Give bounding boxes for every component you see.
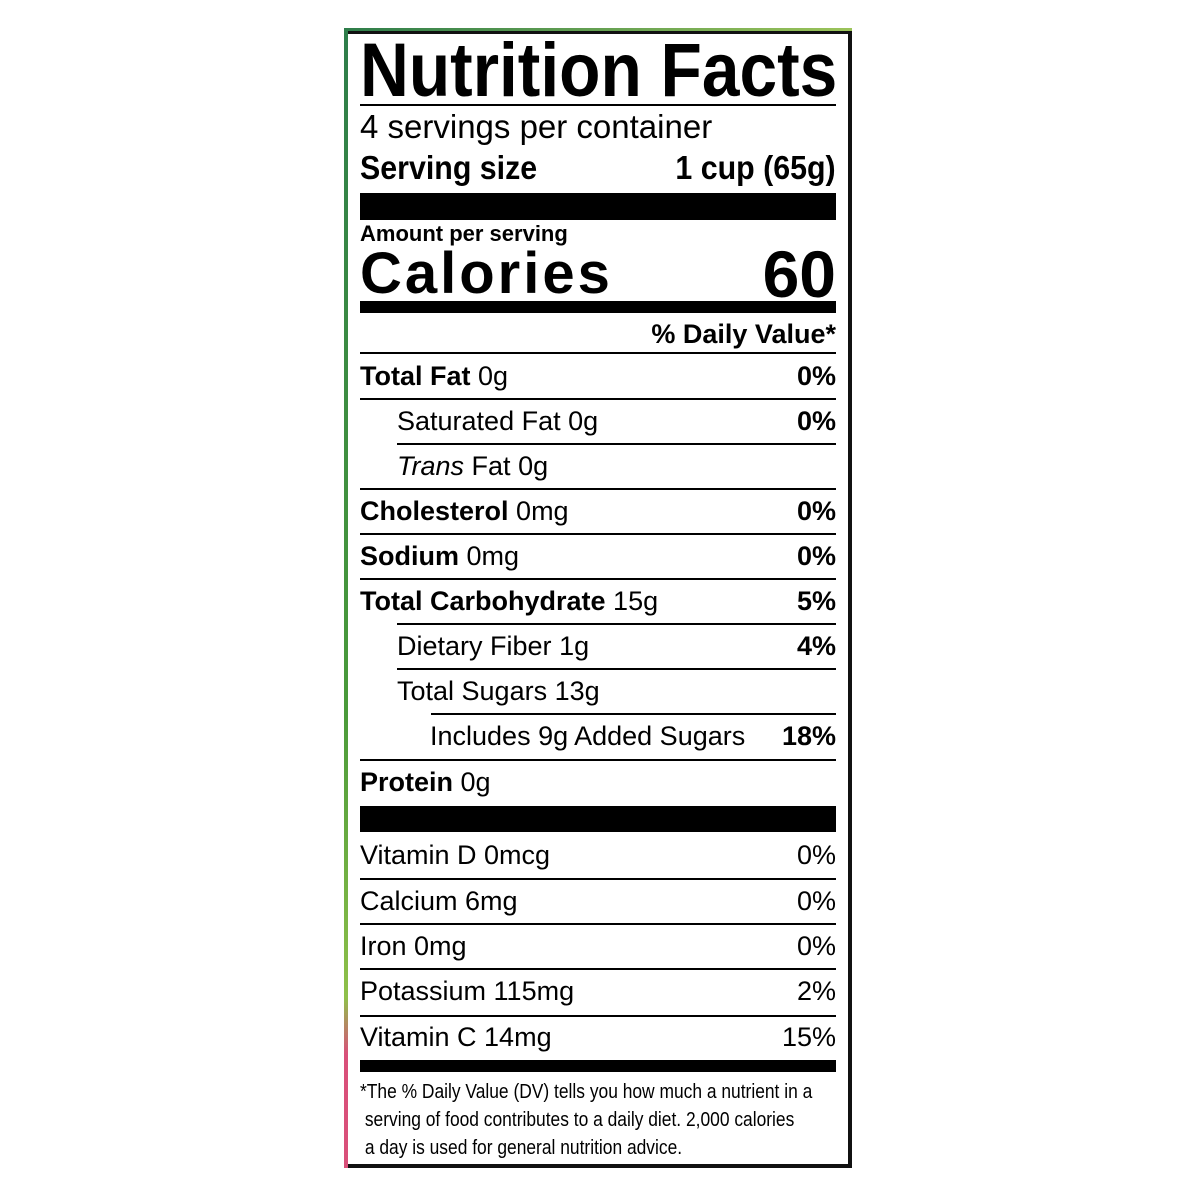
vitamin-row: Iron 0mg 0% [360,924,836,969]
thick-bar [360,193,836,220]
medium-bar [360,1060,836,1072]
divider [360,759,836,761]
divider [397,443,836,445]
nutrient-row: Total Carbohydrate 15g 5% [360,579,836,624]
nutrient-dv: 0% [796,361,836,391]
footnote: *The % Daily Value (DV) tells you how mu… [360,1078,843,1162]
nutrient-name: Total Carbohydrate [360,586,606,616]
vitamin-name: Vitamin D 0mcg [360,840,551,870]
nutrient-name: Cholesterol [360,496,509,526]
vitamin-dv: 0% [796,840,836,870]
label-title: Nutrition Facts [360,28,838,113]
divider [431,713,836,715]
divider [397,668,836,670]
nutrient-amount: 0mg [516,496,569,526]
nutrient-amount: 1g [559,631,590,661]
divider [360,578,836,580]
nutrient-name-suffix: Fat [471,451,511,481]
nutrient-name: Protein [360,767,454,797]
package-edge [344,30,348,1168]
divider [360,968,836,970]
vitamin-dv: 15% [781,1022,836,1052]
nutrient-amount: 0g [518,451,549,481]
serving-size-label: Serving size [360,149,538,186]
nutrient-name: Trans [397,451,465,481]
nutrient-row: Trans Fat 0g [360,444,836,489]
nutrient-dv: 18% [781,721,836,751]
divider [360,398,836,400]
nutrient-row: Includes 9g Added Sugars 18% [360,714,836,759]
divider [360,533,836,535]
nutrient-name: Dietary Fiber [397,631,552,661]
vitamin-name: Potassium 115mg [360,976,575,1006]
vitamin-dv: 2% [796,976,836,1006]
divider [360,923,836,925]
serving-size-value: 1 cup (65g) [675,149,836,186]
package-edge-top [344,28,852,31]
calories-row: Calories 60 [360,237,836,311]
nutrient-row: Total Sugars 13g [360,669,836,714]
amount-per-serving: Amount per serving [360,221,568,246]
divider [360,878,836,880]
divider [360,488,836,490]
medium-bar [360,301,836,313]
vitamin-row: Vitamin C 14mg 15% [360,1015,836,1060]
nutrient-row: Saturated Fat 0g 0% [360,399,836,444]
nutrient-name: Total Fat [360,361,471,391]
nutrient-dv: 0% [796,541,836,571]
nutrient-row: Protein 0g [360,760,836,805]
footnote-line: *The % Daily Value (DV) tells you how mu… [360,1081,813,1103]
calories-label: Calories [360,241,613,306]
nutrient-dv: 0% [796,496,836,526]
nutrient-row: Dietary Fiber 1g 4% [360,624,836,669]
vitamin-dv: 0% [796,886,836,916]
divider [360,1015,836,1017]
nutrient-row: Total Fat 0g 0% [360,354,836,399]
nutrient-row: Sodium 0mg 0% [360,534,836,579]
nutrient-amount: 0g [460,767,491,797]
nutrient-amount: 0g [478,361,509,391]
nutrient-name: Saturated Fat [397,406,561,436]
daily-value-header: % Daily Value* [651,319,836,349]
nutrient-amount: 0g [568,406,599,436]
divider [360,352,836,354]
nutrient-name: Total Sugars [397,676,548,706]
footnote-line: serving of food contributes to a daily d… [360,1109,795,1131]
vitamin-name: Iron 0mg [360,931,467,961]
nutrient-amount: 13g [554,676,600,706]
nutrient-row: Cholesterol 0mg 0% [360,489,836,534]
vitamin-dv: 0% [796,931,836,961]
footnote-line: a day is used for general nutrition advi… [360,1137,683,1159]
vitamin-name: Calcium 6mg [360,886,518,916]
vitamin-name: Vitamin C 14mg [360,1022,552,1052]
calories-value: 60 [762,237,836,311]
nutrient-dv: 4% [796,631,836,661]
vitamin-row: Potassium 115mg 2% [360,969,836,1014]
serving-size: Serving size 1 cup (65g) [360,148,836,188]
servings-per-container: 4 servings per container [360,108,713,145]
nutrient-amount: 0mg [466,541,520,571]
nutrient-name: Sodium [360,541,459,571]
nutrient-dv: 5% [796,586,836,616]
nutrient-name: Includes 9g Added Sugars [430,721,746,751]
nutrient-amount: 15g [613,586,659,616]
vitamin-row: Calcium 6mg 0% [360,879,836,924]
vitamin-row: Vitamin D 0mcg 0% [360,833,836,878]
thick-bar [360,806,836,832]
divider [360,104,836,106]
nutrient-dv: 0% [796,406,836,436]
divider [397,623,836,625]
